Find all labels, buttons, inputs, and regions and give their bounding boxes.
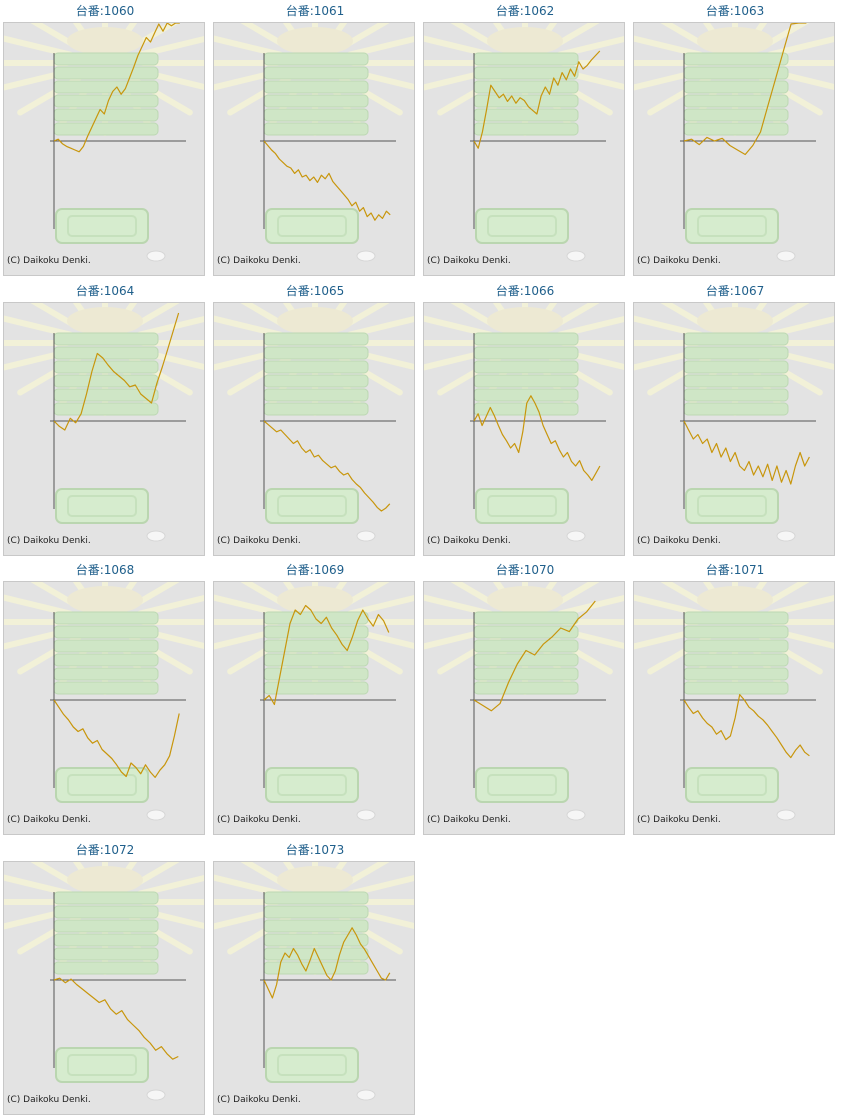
series-line	[683, 23, 807, 156]
chart-title-link[interactable]: 台番:1060	[75, 4, 135, 18]
chart-title-link[interactable]: 台番:1067	[705, 283, 765, 298]
chart-cell: 台番:1072 (C) Daikoku Denki.	[0, 839, 210, 1119]
chart-panel: (C) Daikoku Denki.	[3, 860, 205, 1115]
copyright-text: (C) Daikoku Denki.	[637, 815, 721, 825]
copyright-text: (C) Daikoku Denki.	[427, 256, 511, 266]
background-artwork	[634, 302, 834, 541]
chart-panel: (C) Daikoku Denki.	[633, 301, 835, 556]
copyright-text: (C) Daikoku Denki.	[217, 1094, 301, 1105]
copyright-text: (C) Daikoku Denki.	[217, 256, 301, 266]
copyright-text: (C) Daikoku Denki.	[7, 535, 91, 546]
slump-graph	[214, 861, 414, 1100]
copyright-text: (C) Daikoku Denki.	[637, 535, 721, 546]
chart-cell: 台番:1067 (C) Daikoku Denki.	[630, 280, 840, 560]
background-artwork	[4, 582, 204, 821]
copyright-text: (C) Daikoku Denki.	[427, 815, 511, 825]
series-line	[263, 926, 391, 999]
copyright-text: (C) Daikoku Denki.	[7, 1094, 91, 1105]
slump-graph	[214, 302, 414, 541]
series-line	[263, 420, 391, 512]
slump-graph	[4, 302, 204, 541]
chart-title-link[interactable]: 台番:1073	[285, 842, 345, 857]
copyright-text: (C) Daikoku Denki.	[217, 535, 301, 546]
chart-cell: 台番:1066 (C) Daikoku Denki.	[420, 280, 630, 560]
chart-panel: (C) Daikoku Denki.	[213, 581, 415, 835]
chart-cell: 台番:1070 (C) Daikoku Denki.	[420, 559, 630, 839]
chart-title-link[interactable]: 台番:1064	[75, 283, 135, 298]
chart-title-link[interactable]: 台番:1069	[285, 563, 345, 577]
copyright-text: (C) Daikoku Denki.	[637, 256, 721, 266]
slump-graph	[634, 582, 834, 821]
chart-cell: 台番:1062 (C) Daikoku Denki.	[420, 0, 630, 280]
chart-title-link[interactable]: 台番:1072	[75, 842, 135, 857]
chart-cell: 台番:1060 (C) Daikoku Denki.	[0, 0, 210, 280]
chart-title-link[interactable]: 台番:1068	[75, 563, 135, 577]
copyright-text: (C) Daikoku Denki.	[7, 815, 91, 825]
slump-graph	[4, 861, 204, 1100]
series-line	[683, 420, 810, 485]
background-artwork	[634, 582, 834, 821]
series-line	[53, 699, 180, 778]
slump-graph	[424, 582, 624, 821]
series-line	[263, 604, 390, 706]
slump-graph	[634, 23, 834, 262]
series-line	[263, 140, 391, 221]
series-line	[53, 977, 179, 1060]
chart-cell: 台番:1063 (C) Daikoku Denki.	[630, 0, 840, 280]
chart-panel: (C) Daikoku Denki.	[3, 581, 205, 835]
background-artwork	[634, 23, 834, 262]
background-artwork	[4, 23, 204, 262]
chart-cell: 台番:1073 (C) Daikoku Denki.	[210, 839, 420, 1119]
chart-panel: (C) Daikoku Denki.	[423, 301, 625, 556]
background-artwork	[214, 861, 414, 1100]
series-line	[473, 394, 601, 481]
chart-title-link[interactable]: 台番:1070	[495, 563, 555, 577]
chart-cell: 台番:1065 (C) Daikoku Denki.	[210, 280, 420, 560]
chart-title-link[interactable]: 台番:1071	[705, 563, 765, 577]
chart-cell: 台番:1061 (C) Daikoku Denki.	[210, 0, 420, 280]
background-artwork	[214, 302, 414, 541]
chart-panel: (C) Daikoku Denki.	[423, 22, 625, 276]
chart-cell: 台番:1064 (C) Daikoku Denki.	[0, 280, 210, 560]
copyright-text: (C) Daikoku Denki.	[7, 256, 91, 266]
slump-graph	[214, 582, 414, 821]
series-line	[473, 50, 601, 149]
chart-cell: 台番:1069 (C) Daikoku Denki.	[210, 559, 420, 839]
chart-panel: (C) Daikoku Denki.	[213, 301, 415, 556]
background-artwork	[424, 582, 624, 821]
chart-cell: 台番:1068 (C) Daikoku Denki.	[0, 559, 210, 839]
chart-title-link[interactable]: 台番:1062	[495, 4, 555, 18]
slump-graph	[424, 23, 624, 262]
slump-graph	[4, 582, 204, 821]
chart-panel: (C) Daikoku Denki.	[213, 22, 415, 276]
copyright-text: (C) Daikoku Denki.	[427, 535, 511, 546]
slump-graph	[424, 302, 624, 541]
background-artwork	[214, 23, 414, 262]
chart-title-link[interactable]: 台番:1061	[285, 4, 345, 18]
slump-graph	[4, 23, 204, 262]
background-artwork	[4, 302, 204, 541]
chart-panel: (C) Daikoku Denki.	[633, 22, 835, 276]
background-artwork	[214, 582, 414, 821]
chart-panel: (C) Daikoku Denki.	[3, 301, 205, 556]
chart-title-link[interactable]: 台番:1065	[285, 283, 345, 298]
series-line	[53, 312, 180, 431]
background-artwork	[424, 302, 624, 541]
chart-panel: (C) Daikoku Denki.	[423, 581, 625, 835]
series-line	[53, 23, 180, 153]
background-artwork	[4, 861, 204, 1100]
series-line	[473, 600, 596, 712]
chart-panel: (C) Daikoku Denki.	[3, 22, 205, 276]
chart-panel: (C) Daikoku Denki.	[213, 860, 415, 1115]
copyright-text: (C) Daikoku Denki.	[217, 815, 301, 825]
series-line	[683, 694, 810, 759]
background-artwork	[424, 23, 624, 262]
slump-graph	[214, 23, 414, 262]
chart-cell: 台番:1071 (C) Daikoku Denki.	[630, 559, 840, 839]
slump-graph	[634, 302, 834, 541]
chart-title-link[interactable]: 台番:1066	[495, 283, 555, 298]
chart-panel: (C) Daikoku Denki.	[633, 581, 835, 835]
chart-title-link[interactable]: 台番:1063	[705, 4, 765, 18]
